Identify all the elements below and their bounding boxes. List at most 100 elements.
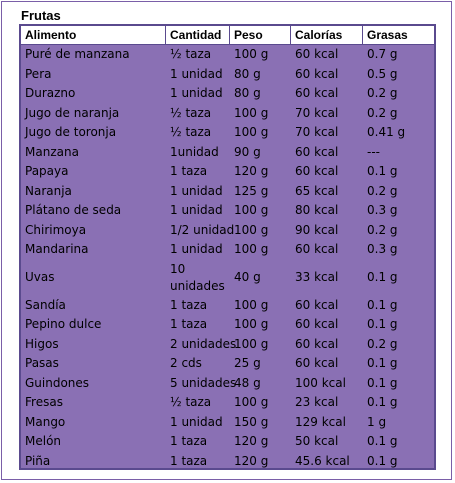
cell-grasas: 0.7 g — [367, 47, 398, 62]
cell-cantidad: ½ taza — [170, 125, 212, 140]
table-header-row: Alimento Cantidad Peso Calorías Grasas — [21, 26, 434, 45]
cell-grasas: 0.41 g — [367, 125, 406, 140]
cell-grasas: 0.3 g — [367, 203, 398, 218]
cell-alimento: Pepino dulce — [25, 317, 102, 332]
cell-peso: 90 g — [234, 144, 261, 159]
cell-peso: 120 g — [234, 164, 269, 179]
cell-cantidad: 1 taza — [170, 434, 208, 449]
cell-cantidad: 1 unidad — [170, 183, 223, 198]
cell-grasas: 1 g — [367, 414, 387, 429]
table-row: Fresas ½ taza 100 g 23 kcal 0.1 g — [21, 393, 434, 413]
cell-alimento: Guindones — [25, 375, 90, 390]
cell-alimento: Pasas — [25, 356, 59, 371]
table-row: Guindones 5 unidades 48 g 100 kcal 0.1 g — [21, 374, 434, 394]
cell-cantidad: 5 unidades — [170, 375, 237, 390]
cell-grasas: 0.1 g — [367, 395, 398, 410]
cell-cantidad: ½ taza — [170, 395, 212, 410]
table-row: Mango 1 unidad 150 g 129 kcal 1 g — [21, 413, 434, 433]
table-row: Piña 1 taza 120 g 45.6 kcal 0.1 g — [21, 452, 434, 472]
cell-cantidad: 1/2 unidad — [170, 222, 235, 237]
table-row: Jugo de naranja ½ taza 100 g 70 kcal 0.2 g — [21, 104, 434, 124]
cell-grasas: 0.5 g — [367, 66, 398, 81]
cell-calorias: 60 kcal — [295, 164, 339, 179]
cell-alimento: Papaya — [25, 164, 69, 179]
cell-peso: 48 g — [234, 375, 261, 390]
cell-calorias: 60 kcal — [295, 66, 339, 81]
table-row: Higos 2 unidades 100 g 60 kcal 0.2 g — [21, 335, 434, 355]
cell-peso: 100 g — [234, 222, 269, 237]
cell-cantidad: 1 unidad — [170, 86, 223, 101]
cell-grasas: 0.1 g — [367, 434, 398, 449]
cell-grasas: 0.2 g — [367, 86, 398, 101]
table-row: Uvas 10 unidades 40 g 33 kcal 0.1 g — [21, 260, 434, 296]
table-row: Mandarina 1 unidad 100 g 60 kcal 0.3 g — [21, 240, 434, 260]
cell-grasas: 0.2 g — [367, 336, 398, 351]
cell-cantidad: 1 taza — [170, 317, 208, 332]
cell-calorias: 60 kcal — [295, 336, 339, 351]
cell-grasas: 0.1 g — [367, 375, 398, 390]
cell-cantidad: 1 unidad — [170, 203, 223, 218]
cell-calorias: 90 kcal — [295, 222, 339, 237]
cell-calorias: 23 kcal — [295, 395, 339, 410]
cell-alimento: Mandarina — [25, 242, 89, 257]
cell-alimento: Uvas — [25, 270, 55, 284]
column-header-peso: Peso — [230, 26, 291, 45]
cell-peso: 120 g — [234, 434, 269, 449]
cell-grasas: 0.1 g — [367, 164, 398, 179]
cell-peso: 120 g — [234, 453, 269, 468]
cell-alimento: Naranja — [25, 183, 72, 198]
cell-calorias: 60 kcal — [295, 47, 339, 62]
cell-peso: 150 g — [234, 414, 269, 429]
cell-grasas: 0.1 g — [367, 317, 398, 332]
cell-alimento: Durazno — [25, 86, 76, 101]
cell-alimento: Fresas — [25, 395, 63, 410]
cell-alimento: Piña — [25, 453, 51, 468]
cell-peso: 100 g — [234, 242, 269, 257]
cell-cantidad: ½ taza — [170, 47, 212, 62]
table-row: Sandía 1 taza 100 g 60 kcal 0.1 g — [21, 296, 434, 316]
column-header-grasas: Grasas — [363, 26, 434, 45]
cell-cantidad: 1 taza — [170, 297, 208, 312]
cell-alimento: Pera — [25, 66, 52, 81]
cell-calorias: 100 kcal — [295, 375, 346, 390]
cell-peso: 100 g — [234, 297, 269, 312]
cell-peso: 100 g — [234, 336, 269, 351]
cell-cantidad: 2 unidades — [170, 336, 237, 351]
table-row: Pepino dulce 1 taza 100 g 60 kcal 0.1 g — [21, 315, 434, 335]
cell-calorias: 129 kcal — [295, 414, 346, 429]
cell-calorias: 60 kcal — [295, 317, 339, 332]
cell-grasas: 0.1 g — [367, 453, 398, 468]
cell-alimento: Jugo de naranja — [25, 105, 120, 120]
cell-peso: 40 g — [234, 270, 261, 284]
section-title: Frutas — [21, 8, 61, 23]
column-header-cantidad: Cantidad — [166, 26, 230, 45]
column-header-calorias: Calorías — [291, 26, 363, 45]
cell-cantidad: 2 cds — [170, 356, 202, 371]
cell-grasas: 0.2 g — [367, 183, 398, 198]
cell-calorias: 50 kcal — [295, 434, 339, 449]
table-row: Pera 1 unidad 80 g 60 kcal 0.5 g — [21, 65, 434, 85]
cell-calorias: 60 kcal — [295, 297, 339, 312]
cell-grasas: 0.2 g — [367, 105, 398, 120]
cell-cantidad: 1 taza — [170, 453, 208, 468]
cell-cantidad: 1 unidad — [170, 414, 223, 429]
cell-peso: 100 g — [234, 47, 269, 62]
cell-peso: 80 g — [234, 86, 261, 101]
cell-grasas: 0.3 g — [367, 242, 398, 257]
cell-peso: 100 g — [234, 203, 269, 218]
table-row: Chirimoya 1/2 unidad 100 g 90 kcal 0.2 g — [21, 221, 434, 241]
cell-alimento: Puré de manzana — [25, 47, 130, 62]
cell-alimento: Melón — [25, 434, 62, 449]
cell-cantidad: 1 unidad — [170, 66, 223, 81]
fruit-table: Alimento Cantidad Peso Calorías Grasas P… — [21, 26, 434, 471]
table-row: Puré de manzana ½ taza 100 g 60 kcal 0.7 g — [21, 45, 434, 65]
cell-peso: 80 g — [234, 66, 261, 81]
cell-calorias: 60 kcal — [295, 144, 339, 159]
cell-grasas: 0.1 g — [367, 270, 398, 284]
cell-calorias: 70 kcal — [295, 125, 339, 140]
cell-peso: 100 g — [234, 125, 269, 140]
cell-alimento: Jugo de toronja — [25, 125, 117, 140]
table-row: Durazno 1 unidad 80 g 60 kcal 0.2 g — [21, 84, 434, 104]
cell-peso: 100 g — [234, 317, 269, 332]
